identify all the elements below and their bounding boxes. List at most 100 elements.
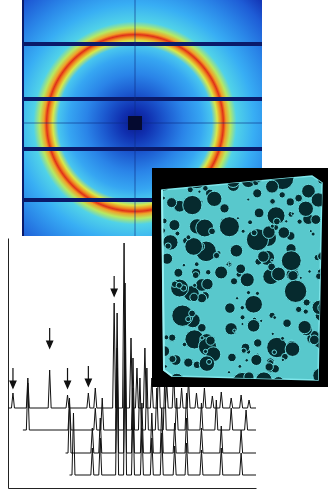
foam-pore: [190, 293, 198, 301]
foam-pore: [270, 224, 274, 228]
foam-pore: [207, 359, 212, 364]
foam-pore: [167, 198, 177, 208]
y-axis: [8, 239, 9, 489]
foam-pore: [266, 180, 279, 193]
foam-pore: [260, 319, 263, 322]
foam-edge: [162, 190, 172, 376]
foam-pore: [303, 299, 310, 306]
foam-pore: [318, 304, 326, 312]
foam-pore: [188, 170, 206, 188]
detector-gap: [22, 97, 262, 101]
foam-pore: [248, 220, 253, 225]
foam-pore: [308, 270, 311, 273]
foam-pore: [265, 363, 273, 371]
foam-pore: [281, 336, 285, 340]
peak-arrow: [10, 368, 16, 388]
foam-pore: [279, 192, 285, 198]
foam-pore: [267, 207, 285, 225]
foam-pore: [225, 303, 235, 313]
foam-pore: [320, 308, 325, 313]
render-background: [152, 168, 328, 387]
foam-pore: [230, 244, 243, 257]
foam-pore: [176, 282, 182, 288]
foam-pore: [207, 191, 222, 206]
foam-pore: [189, 310, 196, 317]
foam-pore: [317, 252, 325, 260]
foam-pore: [187, 179, 194, 186]
foam-pore: [281, 358, 284, 361]
foam-pore: [298, 201, 313, 216]
foam-pore: [240, 273, 254, 287]
foam-pore: [273, 316, 277, 320]
foam-pore: [171, 279, 189, 297]
foam-pore: [251, 354, 262, 365]
foam-pore: [299, 276, 302, 279]
foam-pore: [251, 230, 257, 236]
axis-line: [8, 239, 9, 489]
figure: [0, 0, 328, 490]
foam-pore: [311, 193, 325, 207]
foam-pore: [296, 306, 302, 312]
foam-pore: [241, 229, 245, 233]
foam-pore: [213, 172, 221, 180]
detector-gap: [22, 147, 262, 151]
foam-pore: [194, 262, 199, 267]
foam-pore: [246, 173, 249, 176]
foam-pore: [202, 278, 213, 289]
foam-pore: [192, 272, 199, 279]
foam-pore: [184, 358, 193, 367]
foam-pore: [175, 231, 180, 236]
foam-pore: [174, 268, 183, 277]
foam-pore: [288, 211, 294, 217]
foam-pore: [169, 220, 180, 231]
foam-pore: [241, 174, 255, 188]
foam-pore: [206, 336, 215, 345]
foam-pore: [256, 372, 272, 388]
foam-pore: [241, 323, 244, 326]
foam-pore: [227, 371, 230, 374]
foam-pore: [247, 198, 250, 201]
foam-pore: [209, 228, 216, 235]
foam-pore: [215, 266, 228, 279]
foam-pore: [187, 187, 193, 193]
peak-arrows: [10, 276, 117, 388]
foam-pore: [155, 175, 171, 191]
foam-pore: [228, 262, 231, 265]
foam-pore: [233, 329, 236, 332]
foam-pore: [240, 305, 244, 309]
foam-pore: [159, 272, 162, 275]
foam-pore: [186, 317, 191, 322]
foam-pore: [316, 273, 323, 280]
foam-pore: [186, 180, 192, 186]
foam-pore: [236, 217, 239, 220]
foam-pore: [246, 291, 250, 295]
foam-pore: [225, 323, 237, 335]
foam-pore: [271, 332, 274, 335]
foam-pore: [219, 217, 239, 237]
foam-pore: [295, 194, 303, 202]
foam-pores: [155, 167, 328, 391]
peak-arrow: [65, 368, 71, 388]
detector-edge: [22, 0, 24, 236]
foam-pore: [303, 309, 308, 314]
foam-pore: [169, 355, 176, 362]
foam-pore: [313, 368, 328, 383]
peak-arrow: [85, 366, 91, 386]
foam-pore: [226, 174, 240, 188]
foam-pore: [205, 269, 210, 274]
x-axis: [9, 488, 257, 489]
foam-pore: [245, 295, 263, 313]
foam-pore: [255, 291, 259, 295]
foam-pore: [241, 348, 246, 353]
foam-pore: [200, 336, 204, 340]
foam-pore: [285, 342, 300, 357]
foam-pore: [249, 177, 254, 182]
peak-arrow: [111, 276, 117, 296]
foam-pore: [286, 198, 294, 206]
beam-stop: [128, 116, 142, 130]
foam-pore: [254, 339, 262, 347]
foam-pore: [258, 251, 269, 262]
tomography-render: [152, 167, 328, 391]
foam-pore: [163, 235, 178, 250]
foam-pore: [236, 264, 246, 274]
